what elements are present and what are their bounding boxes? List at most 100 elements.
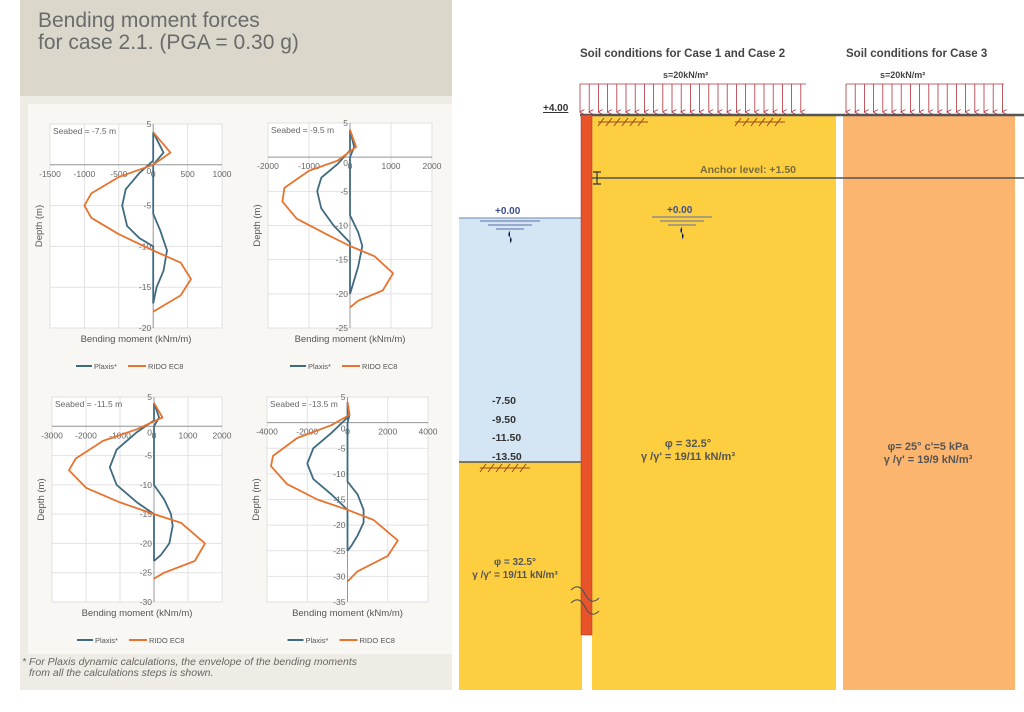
- x-axis-label: Bending moment (kNm/m): [292, 608, 403, 619]
- plaxis-envelope-max-line: [346, 401, 365, 552]
- hatch-mark: [629, 117, 637, 127]
- seabed-level-13-50: -13.50: [492, 451, 522, 463]
- soil-lower-phi: φ = 32.5°: [494, 557, 536, 568]
- soil-hatch-marks: [479, 117, 785, 473]
- y-tick-label: 0: [343, 158, 348, 168]
- plaxis-envelope-max-line: [152, 131, 168, 304]
- x-tick-label: -1500: [39, 169, 61, 179]
- y-tick-label: 5: [341, 392, 346, 402]
- footnote-line-1: * For Plaxis dynamic calculations, the e…: [22, 656, 358, 668]
- legend-label-plaxis: Plaxis*: [306, 636, 329, 645]
- x-tick-label: 2000: [378, 427, 397, 437]
- x-tick-label: 1000: [179, 430, 198, 440]
- seabed-level-11-50: -11.50: [492, 432, 521, 444]
- x-tick-label: -2000: [257, 161, 279, 171]
- x-tick-label: -3000: [41, 430, 63, 440]
- x-tick-label: 500: [181, 169, 195, 179]
- rido-ec8-line: [281, 129, 395, 309]
- hatch-mark: [479, 463, 487, 473]
- legend-label-rido: RIDO EC8: [148, 362, 183, 371]
- seabed-level-7-50: -7.50: [492, 395, 516, 407]
- x-axis-label: Bending moment (kNm/m): [81, 334, 192, 345]
- hatch-mark: [742, 117, 750, 127]
- hatch-mark: [605, 117, 613, 127]
- x-tick-label: 2000: [423, 161, 442, 171]
- soil-case3-phi: φ= 25° c'=5 kPa: [888, 441, 970, 453]
- y-tick-label: -35: [333, 597, 346, 607]
- y-tick-label: -5: [338, 443, 346, 453]
- hatch-mark: [766, 117, 774, 127]
- load-label-case3: s=20kN/m²: [880, 70, 925, 80]
- y-tick-label: -20: [139, 323, 152, 333]
- hatch-mark: [503, 463, 511, 473]
- title-line-1: Bending moment forces: [38, 9, 260, 32]
- y-tick-label: -30: [140, 597, 153, 607]
- legend-label-plaxis: Plaxis*: [308, 362, 331, 371]
- sheet-pile-wall: [580, 114, 593, 636]
- water-level-left-symbol: [480, 220, 540, 244]
- plaxis-envelope-min-line: [121, 132, 155, 304]
- y-axis-label: Depth (m): [251, 478, 262, 520]
- soil-below-seabed: [459, 462, 582, 690]
- hatch-mark: [511, 463, 519, 473]
- soil-case12: [592, 115, 836, 690]
- soil-lower-gamma: γ /γ' = 19/11 kN/m³: [472, 570, 558, 581]
- seabed-annotation: Seabed = -9.5 m: [271, 125, 334, 135]
- soil-case3: [843, 115, 1015, 690]
- hatch-mark: [621, 117, 629, 127]
- legend-label-rido: RIDO EC8: [362, 362, 397, 371]
- hatch-mark: [758, 117, 766, 127]
- y-tick-label: -5: [144, 201, 152, 211]
- y-tick-label: 0: [341, 424, 346, 434]
- x-tick-label: -1000: [298, 161, 320, 171]
- hatch-mark: [597, 117, 605, 127]
- y-tick-label: -15: [139, 282, 152, 292]
- y-tick-label: -25: [140, 568, 153, 578]
- chart-1: 50-5-10-15-20-1500-1000-50005001000Seabe…: [34, 119, 232, 371]
- x-tick-label: 1000: [213, 169, 232, 179]
- water-level-right-label: +0.00: [667, 205, 693, 216]
- y-tick-label: 0: [147, 427, 152, 437]
- rido-ec8-line: [83, 131, 192, 313]
- header-case3: Soil conditions for Case 3: [846, 48, 987, 60]
- y-tick-label: -10: [333, 469, 346, 479]
- y-tick-label: -15: [333, 495, 346, 505]
- x-tick-label: -500: [110, 169, 127, 179]
- y-tick-label: -15: [336, 255, 349, 265]
- y-tick-label: -20: [140, 538, 153, 548]
- water-region: [459, 218, 582, 462]
- legend-label-plaxis: Plaxis*: [94, 362, 117, 371]
- rido-ec8-line: [68, 402, 206, 580]
- seabed-annotation: Seabed = -13.5 m: [270, 399, 338, 409]
- plot-area: [49, 123, 223, 329]
- y-tick-label: -20: [336, 289, 349, 299]
- y-tick-label: -30: [333, 571, 346, 581]
- seabed-annotation: Seabed = -11.5 m: [55, 399, 122, 409]
- seabed-annotation: Seabed = -7.5 m: [53, 126, 116, 136]
- anchor-head-icon: [593, 171, 601, 185]
- y-axis-label: Depth (m): [36, 478, 47, 520]
- plot-area: [51, 396, 223, 603]
- title-line-2: for case 2.1. (PGA = 0.30 g): [38, 31, 299, 54]
- hatch-mark: [734, 117, 742, 127]
- hatch-mark: [750, 117, 758, 127]
- hatch-mark: [519, 463, 527, 473]
- x-axis-label: Bending moment (kNm/m): [82, 608, 193, 619]
- x-tick-label: 4000: [419, 427, 438, 437]
- chart-2: 50-5-10-15-20-25-2000-1000010002000Seabe…: [252, 118, 442, 371]
- y-tick-label: 0: [146, 166, 151, 176]
- y-tick-label: -5: [144, 451, 152, 461]
- x-tick-label: -2000: [75, 430, 97, 440]
- y-tick-label: -15: [140, 509, 153, 519]
- y-tick-label: -10: [140, 480, 153, 490]
- x-tick-label: -1000: [74, 169, 96, 179]
- y-tick-label: -10: [336, 221, 349, 231]
- chart-4: 50-5-10-15-20-25-30-35-4000-200002000400…: [251, 392, 438, 645]
- x-tick-label: -2000: [296, 427, 318, 437]
- anchor-level-label: Anchor level: +1.50: [700, 164, 796, 176]
- title-box: [20, 0, 452, 96]
- load-label-case12: s=20kN/m²: [663, 70, 708, 80]
- y-tick-label: -25: [336, 323, 349, 333]
- header-case12: Soil conditions for Case 1 and Case 2: [580, 48, 785, 60]
- x-axis-label: Bending moment (kNm/m): [295, 334, 406, 345]
